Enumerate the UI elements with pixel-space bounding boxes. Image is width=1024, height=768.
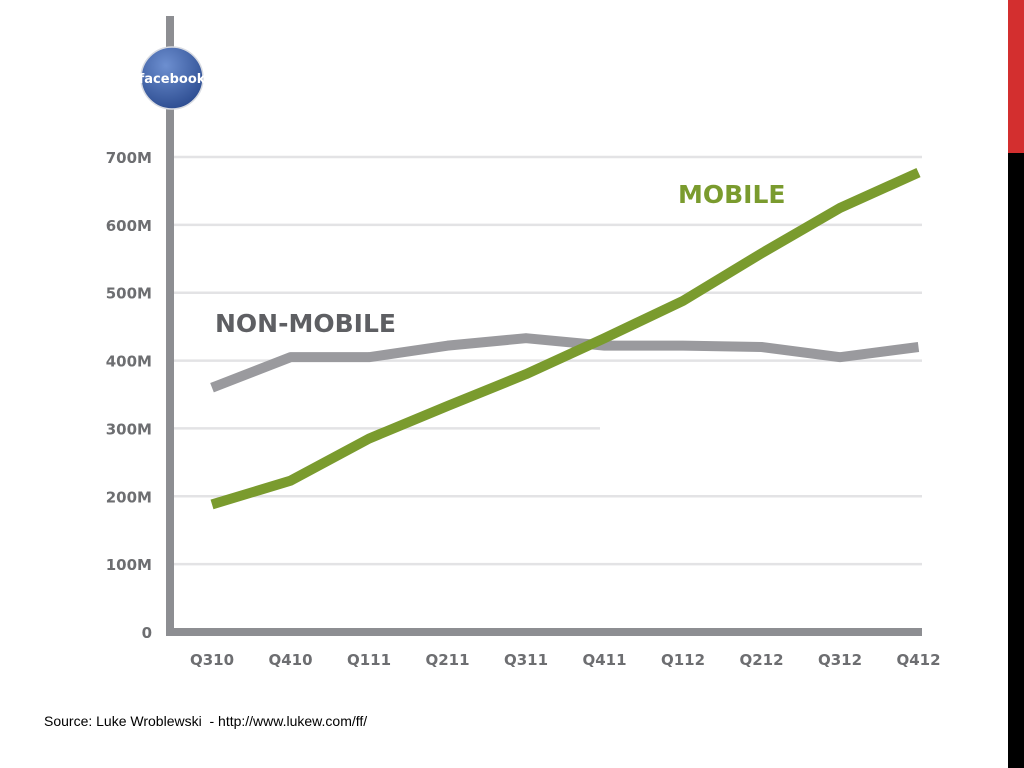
- series-label-mobile: MOBILE: [678, 180, 786, 209]
- x-tick-label: Q211: [425, 651, 469, 669]
- x-tick-label: Q112: [661, 651, 705, 669]
- y-tick-label: 400M: [106, 353, 152, 371]
- x-tick-label: Q411: [582, 651, 626, 669]
- series-label-non-mobile: NON-MOBILE: [215, 309, 396, 338]
- y-tick-label: 300M: [106, 420, 152, 438]
- source-caption: Source: Luke Wroblewski - http://www.luk…: [44, 713, 368, 729]
- y-tick-label: 200M: [106, 488, 152, 506]
- x-tick-label: Q412: [896, 651, 940, 669]
- logo-text: facebook: [140, 72, 204, 87]
- x-tick-label: Q410: [268, 651, 312, 669]
- edge-bar-red: [1008, 0, 1024, 153]
- series-line-mobile: [210, 168, 921, 510]
- x-tick-label: Q312: [818, 651, 862, 669]
- y-tick-label: 700M: [106, 149, 152, 167]
- y-tick-label: 0: [142, 624, 152, 642]
- y-tick-label: 100M: [106, 556, 152, 574]
- x-tick-label: Q311: [504, 651, 548, 669]
- x-tick-label: Q212: [739, 651, 783, 669]
- x-tick-label: Q310: [190, 651, 234, 669]
- edge-bar-black: [1008, 153, 1024, 768]
- y-tick-label: 500M: [106, 285, 152, 303]
- series-line-non-mobile: [210, 333, 920, 393]
- x-tick-label: Q111: [347, 651, 391, 669]
- y-tick-label: 600M: [106, 217, 152, 235]
- cover-patch: [600, 378, 926, 446]
- facebook-logo: facebook: [139, 46, 206, 110]
